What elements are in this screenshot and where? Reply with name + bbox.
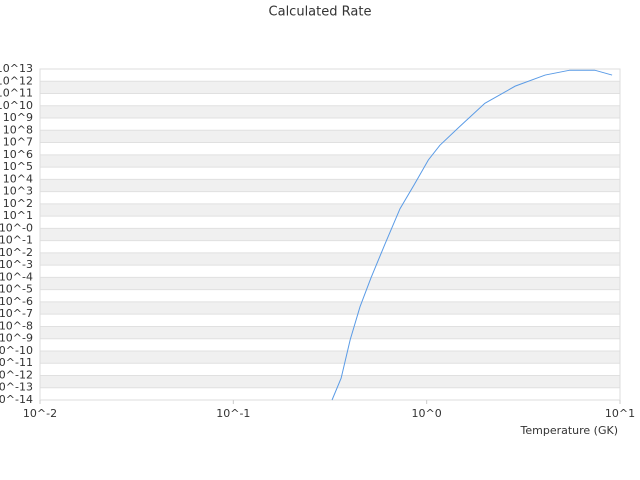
grid-band — [40, 154, 620, 168]
y-tick-label: 10^-3 — [0, 258, 33, 271]
y-tick-label: 10^-12 — [0, 368, 33, 381]
plot-border — [39, 68, 621, 401]
y-tick-label: 10^-13 — [0, 381, 33, 394]
y-tick-label: 10^4 — [3, 172, 33, 185]
y-tick-label: 10^-0 — [0, 221, 33, 234]
y-tick-label: 10^-9 — [0, 332, 33, 345]
y-tick-label: 10^5 — [3, 160, 33, 173]
y-tick-label: 10^-7 — [0, 307, 33, 320]
chart-title: Calculated Rate — [269, 5, 372, 20]
y-tick-label: 10^-5 — [0, 283, 33, 296]
x-axis-label: Temperature (GK) — [520, 424, 619, 437]
grid-band — [40, 105, 620, 119]
x-tick-label: 10^-2 — [23, 407, 57, 420]
y-tick-label: 10^6 — [3, 148, 33, 161]
grid-band — [40, 301, 620, 315]
y-tick-label: 10^-14 — [0, 393, 33, 406]
y-tick-label: 10^-8 — [0, 319, 33, 332]
y-tick-label: 10^-2 — [0, 246, 33, 259]
y-tick-label: 10^-11 — [0, 356, 33, 369]
y-tick-label: 10^1 — [3, 209, 33, 222]
grid-band — [40, 326, 620, 339]
grid-band — [40, 81, 620, 94]
grid-band — [40, 203, 620, 217]
y-tick-label: 10^3 — [3, 185, 33, 198]
y-tick-label: 10^-1 — [0, 234, 33, 247]
y-tick-label: 10^9 — [3, 111, 33, 124]
grid-band — [40, 350, 620, 364]
y-tick-label: 10^13 — [0, 62, 33, 75]
grid-band — [40, 179, 620, 192]
grid-band — [40, 130, 620, 143]
x-tick-label: 10^1 — [605, 407, 635, 420]
y-tick-label: 10^12 — [0, 74, 33, 87]
grid-band — [40, 375, 620, 388]
grid-band — [40, 252, 620, 266]
y-tick-label: 10^8 — [3, 123, 33, 136]
grid-band — [40, 277, 620, 290]
x-tick-label: 10^0 — [412, 407, 442, 420]
y-tick-label: 10^2 — [3, 197, 33, 210]
y-tick-label: 10^11 — [0, 87, 33, 100]
y-tick-label: 10^10 — [0, 99, 33, 112]
data-line — [331, 69, 613, 401]
y-tick-label: 10^-4 — [0, 270, 33, 283]
grid-band — [40, 228, 620, 241]
y-tick-label: 10^-10 — [0, 344, 33, 357]
x-tick-label: 10^-1 — [216, 407, 250, 420]
y-tick-label: 10^-6 — [0, 295, 33, 308]
y-tick-label: 10^7 — [3, 136, 33, 149]
